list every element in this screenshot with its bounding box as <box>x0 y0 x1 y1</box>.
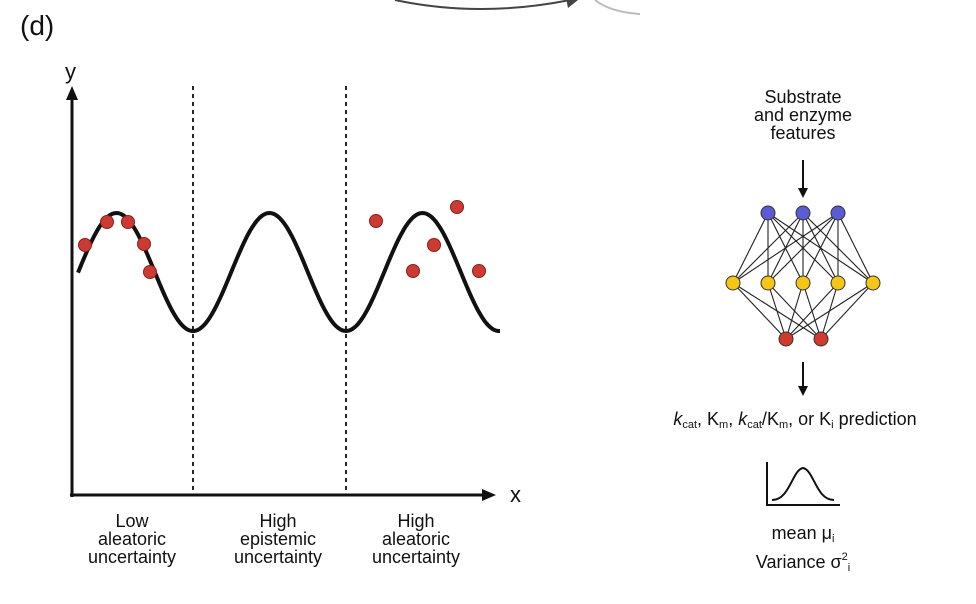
network-edge <box>837 212 874 284</box>
top-connector-arrowhead <box>566 0 578 8</box>
observation-point <box>472 264 486 278</box>
network-edges <box>732 212 874 340</box>
features-arrowhead <box>798 188 808 198</box>
network-edge <box>785 282 874 340</box>
output-node <box>778 331 794 347</box>
input-label-line: features <box>770 123 836 143</box>
hidden-node <box>760 275 776 291</box>
m-subscript: m <box>778 419 789 431</box>
variance-label: Variance σ2i <box>733 548 873 577</box>
observation-point <box>121 215 135 229</box>
or-text: , or <box>788 409 820 429</box>
region-label-line: High <box>397 511 435 531</box>
observation-point <box>143 265 157 279</box>
observation-points <box>78 200 486 279</box>
region-label-high-epistemic: High epistemic uncertainty <box>208 512 348 566</box>
ki-symbol: K <box>819 409 832 429</box>
network-edge <box>732 212 839 284</box>
hidden-node <box>725 275 741 291</box>
observation-point <box>137 237 151 251</box>
neural-network <box>725 205 881 347</box>
y-axis-arrowhead <box>66 86 78 100</box>
x-axis-label: x <box>510 482 521 507</box>
km-symbol: K <box>766 409 779 429</box>
hidden-node <box>865 275 881 291</box>
network-edge <box>732 212 804 284</box>
region-label-low-aleatoric: Low aleatoric uncertainty <box>62 512 202 566</box>
cat-subscript: cat <box>747 419 762 431</box>
input-node <box>760 205 776 221</box>
network-edge <box>732 282 787 340</box>
network-edge <box>767 212 839 284</box>
region-label-line: aleatoric <box>97 529 167 549</box>
km-symbol: K <box>707 409 720 429</box>
hidden-node <box>830 275 846 291</box>
network-input-label: Substrate and enzyme features <box>723 88 883 142</box>
observation-point <box>78 238 92 252</box>
input-node <box>795 205 811 221</box>
k-symbol: k <box>673 409 683 429</box>
true-function-curve <box>76 210 500 334</box>
region-label-line: uncertainty <box>371 547 461 567</box>
variance-subscript: i <box>847 562 851 574</box>
region-label-line: High <box>259 511 297 531</box>
prediction-label: kcat, Km, kcat/Km, or Ki prediction <box>640 410 950 434</box>
network-edge <box>802 212 839 284</box>
region-label-line: Low <box>115 511 149 531</box>
distribution-label: mean μi Variance σ2i <box>733 524 873 577</box>
network-edge <box>785 282 839 340</box>
network-edge <box>820 282 874 340</box>
mean-label: mean μi <box>733 524 873 548</box>
observation-point <box>369 214 383 228</box>
hidden-node <box>795 275 811 291</box>
x-axis-arrowhead <box>482 489 496 501</box>
top-circle-fragment <box>594 0 641 15</box>
output-node <box>813 331 829 347</box>
slash: / <box>761 409 767 429</box>
input-label-line: and enzyme <box>753 105 853 125</box>
m-subscript: m <box>719 419 729 431</box>
i-subscript: i <box>831 419 834 431</box>
gaussian-curve-icon <box>771 466 835 501</box>
top-connector-arrow <box>394 0 571 10</box>
mean-subscript: i <box>831 533 835 545</box>
network-edge <box>785 282 804 340</box>
network-edge <box>767 282 787 340</box>
k-symbol: k <box>738 409 748 429</box>
observation-point <box>450 200 464 214</box>
region-label-line: epistemic <box>239 529 317 549</box>
network-edge <box>732 212 769 284</box>
region-label-high-aleatoric: High aleatoric uncertainty <box>346 512 486 566</box>
separator: , <box>697 409 708 429</box>
mean-text: mean μ <box>771 523 832 543</box>
observation-point <box>406 264 420 278</box>
region-label-line: uncertainty <box>233 547 323 567</box>
panel-label: (d) <box>20 10 55 41</box>
variance-text: Variance σ <box>755 552 842 572</box>
variance-superscript: 2 <box>841 551 848 563</box>
output-arrowhead <box>798 386 808 396</box>
observation-point <box>427 238 441 252</box>
y-axis-label: y <box>65 59 76 84</box>
separator: , <box>728 409 739 429</box>
region-label-line: aleatoric <box>381 529 451 549</box>
region-label-line: uncertainty <box>87 547 177 567</box>
cat-subscript: cat <box>682 419 698 431</box>
observation-point <box>100 215 114 229</box>
prediction-suffix: prediction <box>833 409 917 429</box>
input-label-line: Substrate <box>764 87 842 107</box>
input-node <box>830 205 846 221</box>
